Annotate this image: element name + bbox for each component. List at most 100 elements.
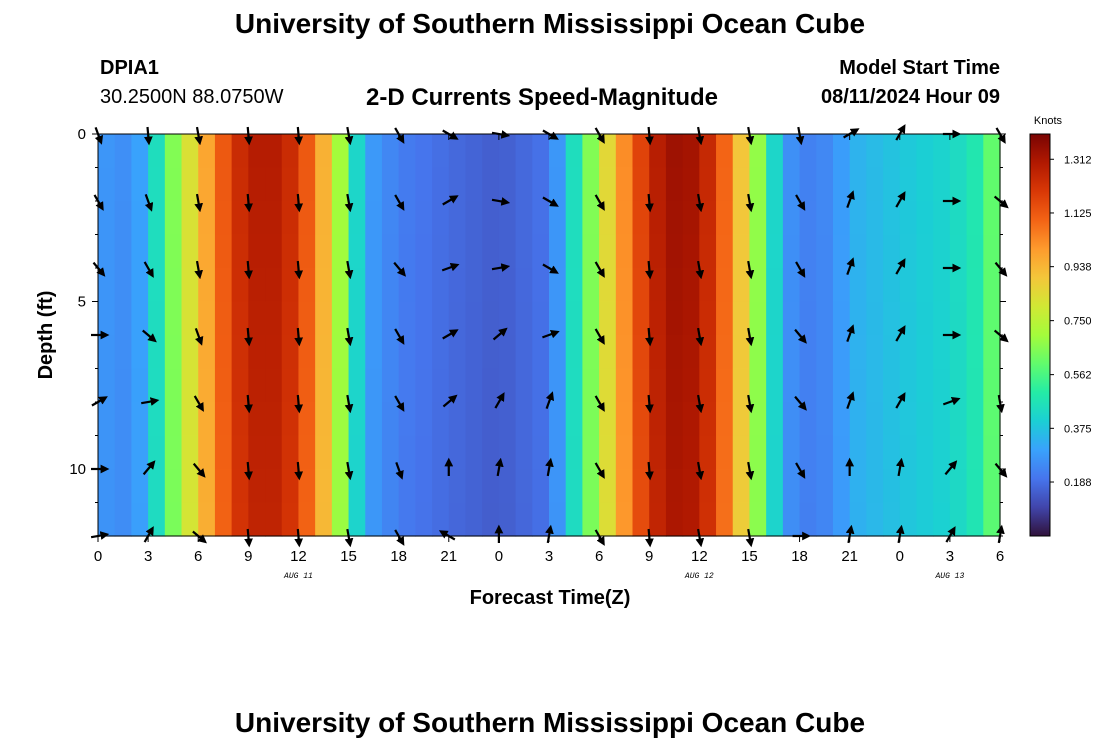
heatmap-cell (983, 435, 1001, 470)
x-axis-label: Forecast Time(Z) (470, 587, 631, 609)
heatmap-cell (448, 201, 467, 236)
heatmap-cell (549, 402, 567, 437)
heatmap-cell (532, 502, 550, 537)
heatmap-cell (498, 335, 517, 370)
heatmap-cell (315, 368, 333, 403)
heatmap-cell (933, 134, 951, 169)
heatmap-cell (716, 234, 734, 269)
heatmap-cell (298, 368, 316, 403)
current-arrow (244, 260, 253, 280)
heatmap-cell (665, 402, 684, 437)
colorbar-tick-label: 1.312 (1064, 154, 1092, 166)
date-label: AUG 12 (684, 572, 714, 581)
heatmap-cell (315, 234, 333, 269)
heatmap-cell (164, 201, 183, 236)
heatmap-cell (883, 201, 901, 236)
heatmap-cell (265, 435, 283, 470)
heatmap-cell (131, 502, 149, 537)
heatmap-cell (498, 234, 517, 269)
heatmap-cell (966, 435, 984, 470)
heatmap-cell (214, 301, 233, 336)
heatmap-cell (214, 469, 233, 504)
heatmap-cell (866, 301, 884, 336)
current-arrow (193, 395, 204, 412)
heatmap-cell (498, 469, 517, 504)
heatmap-cell (816, 368, 834, 403)
heatmap-cell (298, 435, 316, 470)
heatmap-cell (983, 234, 1001, 269)
heatmap-cell (849, 469, 867, 504)
heatmap-cell (665, 335, 684, 370)
heatmap-cell (381, 368, 400, 403)
heatmap-cell (832, 301, 851, 336)
heatmap-cell (732, 167, 751, 202)
heatmap-cell (265, 335, 283, 370)
heatmap-cell (365, 268, 383, 303)
heatmap-cell (281, 201, 300, 236)
heatmap-cell (381, 502, 400, 537)
current-arrow (495, 457, 504, 477)
current-arrow (244, 394, 253, 414)
heatmap-cell (114, 435, 133, 470)
heatmap-cell (432, 301, 450, 336)
heatmap-cell (699, 435, 717, 470)
heatmap-cell (231, 301, 249, 336)
heatmap-cell (682, 268, 700, 303)
heatmap-cell (716, 167, 734, 202)
heatmap-cell (916, 335, 934, 370)
heatmap-cell (114, 268, 133, 303)
current-arrow (545, 391, 555, 409)
current-arrow (542, 263, 559, 274)
heatmap-cell (214, 268, 233, 303)
heatmap-cell (799, 502, 817, 537)
current-arrow (794, 395, 807, 411)
heatmap-cell (114, 469, 133, 504)
heatmap-cell (632, 469, 650, 504)
heatmap-cell (649, 469, 667, 504)
heatmap-cell (315, 134, 333, 169)
x-tick-label: 0 (495, 548, 503, 565)
heatmap-cell (348, 301, 366, 336)
heatmap-cell (298, 335, 316, 370)
heatmap-cell (816, 502, 834, 537)
heatmap-cell (799, 402, 817, 437)
y-axis-label: Depth (ft) (35, 291, 57, 380)
x-axis: 0 3 6 9 12 15 18 21 0 3 6 9 12 15 18 21 0 3 6 AUG 11 AUG 12 A… (94, 134, 1004, 581)
heatmap-cell (749, 234, 767, 269)
heatmap-cell (916, 167, 934, 202)
heatmap-cell (682, 234, 700, 269)
heatmap-cell (933, 268, 951, 303)
heatmap-cell (515, 435, 533, 470)
heatmap-cell (615, 502, 634, 537)
current-arrow (645, 461, 654, 481)
colorbar-tick-label: 0.375 (1064, 423, 1092, 435)
heatmap-cell (248, 201, 266, 236)
date-label: AUG 11 (283, 572, 313, 581)
current-arrow (745, 193, 755, 213)
heatmap-cell (482, 167, 500, 202)
heatmap-cell (766, 134, 784, 169)
current-arrow (194, 260, 204, 280)
heatmap-cell (198, 134, 216, 169)
heatmap-cell (432, 134, 450, 169)
heatmap-cell (849, 435, 867, 470)
heatmap-cell (181, 335, 199, 370)
heatmap-cell (114, 134, 133, 169)
heatmap-cell (248, 335, 266, 370)
current-arrow (344, 193, 354, 213)
current-arrow (192, 462, 206, 478)
heatmap-cell (331, 134, 350, 169)
heatmap-cell (365, 435, 383, 470)
heatmap-cell (98, 167, 116, 202)
heatmap-cell (983, 134, 1001, 169)
heatmap-cell (164, 167, 183, 202)
heatmap-cell (331, 234, 350, 269)
colorbar-tick-label: 1.125 (1064, 208, 1092, 220)
heatmap-cell (699, 335, 717, 370)
heatmap-cell (265, 167, 283, 202)
heatmap-cell (632, 201, 650, 236)
heatmap-cell (883, 469, 901, 504)
heatmap-cell (949, 234, 968, 269)
heatmap-cell (248, 435, 266, 470)
heatmap-cell (265, 201, 283, 236)
